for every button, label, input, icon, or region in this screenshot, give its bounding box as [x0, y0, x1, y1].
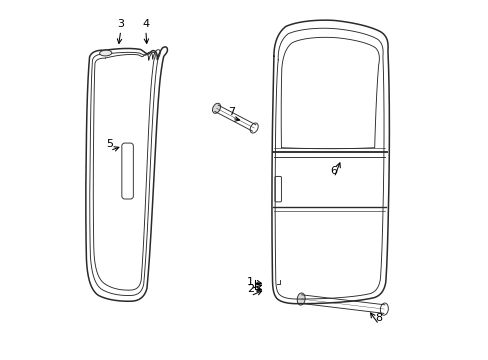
- Text: 6: 6: [330, 166, 337, 176]
- Text: 4: 4: [142, 19, 149, 29]
- Ellipse shape: [250, 123, 258, 133]
- Ellipse shape: [380, 303, 387, 315]
- Text: 8: 8: [375, 313, 382, 323]
- FancyBboxPatch shape: [274, 176, 281, 202]
- Ellipse shape: [212, 103, 220, 113]
- Ellipse shape: [297, 293, 305, 305]
- Text: 5: 5: [106, 139, 113, 149]
- Ellipse shape: [100, 50, 112, 56]
- Text: 3: 3: [117, 19, 124, 29]
- FancyBboxPatch shape: [122, 143, 133, 199]
- Text: 7: 7: [228, 107, 235, 117]
- Text: 2: 2: [246, 284, 254, 294]
- Text: 1: 1: [246, 277, 254, 287]
